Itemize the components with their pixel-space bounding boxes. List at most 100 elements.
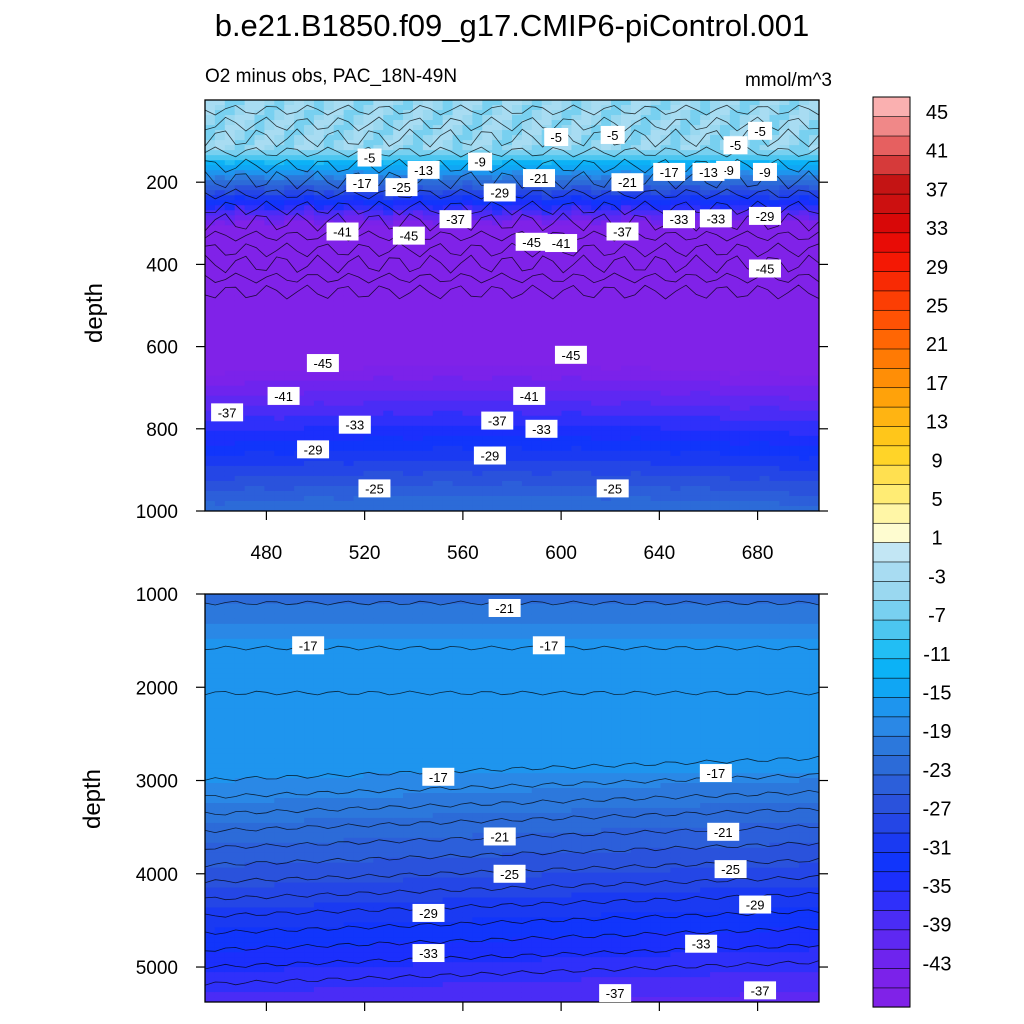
contour-fill-cell	[680, 180, 691, 186]
contour-fill-cell	[690, 410, 701, 417]
contour-fill-cell	[690, 295, 701, 302]
contour-fill-cell	[729, 300, 741, 307]
contour-fill-cell	[531, 185, 543, 191]
contour-fill-cell	[422, 425, 434, 432]
contour-fill-cell	[353, 195, 365, 201]
contour-fill-cell	[541, 480, 553, 487]
contour-fill-cell	[442, 185, 454, 191]
contour-fill-cell	[729, 350, 741, 357]
contour-fill-cell	[343, 445, 355, 452]
contour-fill-cell	[442, 115, 454, 121]
contour-fill-cell	[294, 235, 305, 241]
contour-fill-cell	[304, 240, 315, 246]
contour-fill-cell	[304, 375, 315, 382]
contour-fill-cell	[353, 410, 365, 417]
contour-fill-cell	[412, 295, 424, 302]
contour-fill-cell	[343, 155, 355, 161]
contour-fill-cell	[442, 370, 454, 377]
contour-fill-cell	[789, 330, 800, 337]
contour-fill-cell	[274, 295, 285, 302]
contour-fill-cell	[452, 305, 464, 312]
contour-fill-cell	[432, 320, 444, 327]
contour-fill-cell	[254, 490, 266, 497]
contour-fill-cell	[729, 470, 741, 477]
contour-fill-cell	[422, 380, 434, 387]
contour-fill-cell	[244, 300, 256, 307]
contour-fill-cell	[363, 470, 374, 477]
contour-fill-cell	[373, 380, 384, 387]
contour-fill-cell	[234, 230, 246, 236]
contour-fill-cell	[729, 200, 741, 206]
contour-fill-cell	[690, 445, 701, 452]
contour-fill-cell	[412, 465, 424, 472]
contour-fill-cell	[571, 280, 582, 287]
contour-fill-cell	[759, 255, 771, 261]
contour-fill-cell	[353, 190, 365, 196]
contour-fill-cell	[769, 115, 780, 121]
contour-fill-cell	[640, 135, 652, 141]
contour-fill-cell	[264, 345, 275, 352]
contour-fill-cell	[660, 360, 672, 367]
contour-fill-cell	[670, 240, 681, 246]
contour-fill-cell	[462, 345, 473, 352]
contour-fill-cell	[234, 485, 246, 492]
contour-fill-cell	[749, 360, 761, 367]
contour-fill-cell	[749, 490, 761, 497]
contour-fill-cell	[244, 240, 256, 246]
contour-fill-cell	[670, 150, 681, 156]
contour-fill-cell	[304, 190, 315, 196]
contour-fill-cell	[630, 100, 642, 106]
contour-fill-cell	[601, 180, 612, 186]
contour-fill-cell	[670, 285, 681, 292]
contour-fill-cell	[373, 240, 384, 246]
contour-fill-cell	[403, 470, 414, 477]
contour-fill-cell	[452, 445, 464, 452]
contour-fill-cell	[739, 360, 751, 367]
contour-fill-cell	[719, 360, 731, 367]
contour-fill-cell	[799, 135, 810, 141]
contour-fill-cell	[611, 205, 622, 211]
contour-fill-cell	[294, 465, 305, 472]
contour-fill-cell	[412, 395, 424, 402]
contour-fill-cell	[769, 420, 780, 427]
contour-fill-cell	[630, 130, 642, 136]
contour-fill-cell	[581, 470, 592, 477]
contour-fill-cell	[403, 465, 414, 472]
contour-fill-cell	[650, 490, 662, 497]
contour-fill-cell	[620, 470, 632, 477]
contour-fill-cell	[799, 350, 810, 357]
contour-fill-cell	[789, 480, 800, 487]
contour-fill-cell	[403, 430, 414, 437]
contour-fill-cell	[670, 290, 681, 297]
contour-fill-cell	[789, 220, 800, 226]
contour-fill-cell	[472, 395, 483, 402]
contour-fill-cell	[205, 490, 216, 497]
contour-fill-cell	[571, 325, 582, 332]
contour-fill-cell	[472, 290, 483, 297]
contour-fill-cell	[284, 335, 295, 342]
contour-fill-cell	[749, 385, 761, 392]
contour-fill-cell	[700, 240, 711, 246]
contour-fill-cell	[739, 225, 751, 231]
contour-fill-cell	[789, 145, 800, 151]
contour-fill-cell	[462, 175, 473, 181]
contour-fill-cell	[769, 505, 780, 511]
contour-fill-cell	[383, 405, 394, 412]
contour-fill-cell	[462, 305, 473, 312]
contour-fill-cell	[214, 460, 226, 467]
contour-fill-cell	[799, 205, 810, 211]
contour-fill-cell	[521, 475, 533, 482]
contour-fill-cell	[551, 455, 563, 462]
contour-fill-cell	[630, 265, 642, 272]
contour-fill-cell	[670, 190, 681, 196]
contour-fill-cell	[323, 105, 335, 111]
contour-fill-cell	[591, 465, 602, 472]
contour-fill-cell	[710, 110, 721, 116]
contour-fill-cell	[373, 425, 384, 432]
contour-fill-cell	[432, 305, 444, 312]
contour-fill-cell	[472, 365, 483, 372]
contour-fill-cell	[571, 450, 582, 457]
contour-fill-cell	[492, 485, 503, 492]
contour-fill-cell	[264, 500, 275, 507]
contour-fill-cell	[571, 395, 582, 402]
